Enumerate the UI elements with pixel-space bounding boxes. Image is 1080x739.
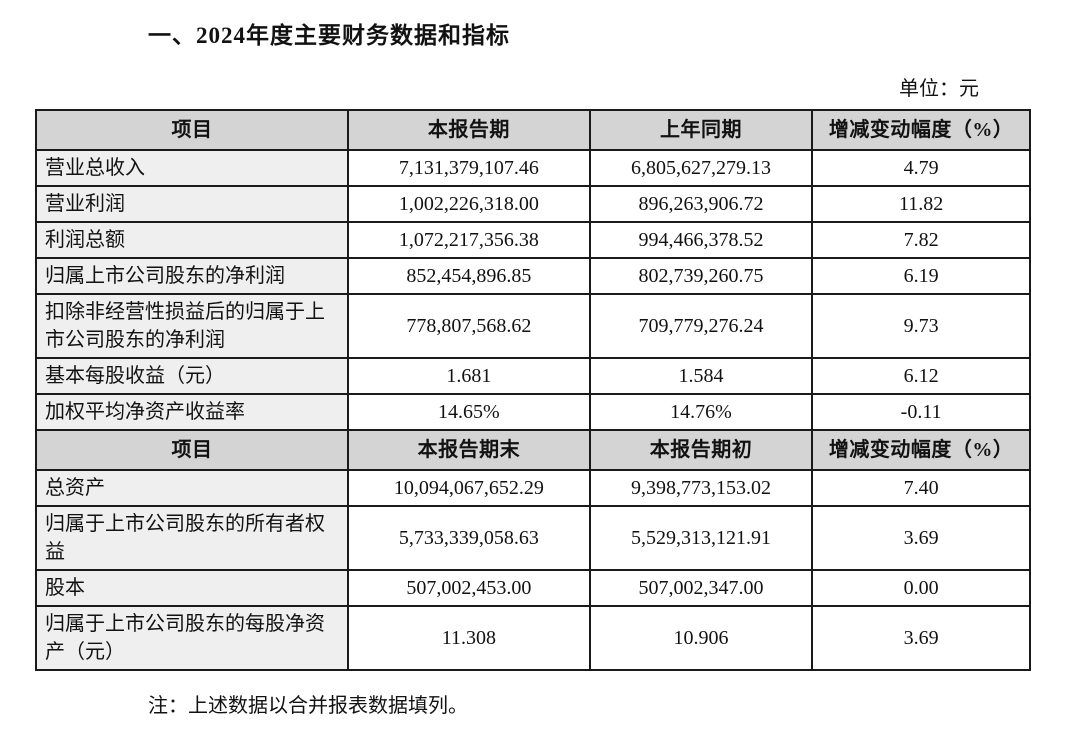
period-section-body: 营业总收入 7,131,379,107.46 6,805,627,279.13 … [34, 149, 1031, 431]
header-cell-current-period: 本报告期 [347, 109, 591, 151]
change-value: 6.12 [811, 357, 1031, 395]
header-cell-change: 增减变动幅度（%） [811, 429, 1031, 471]
prior-period-value: 896,263,906.72 [588, 185, 814, 223]
change-value: 9.73 [811, 293, 1031, 359]
prior-period-value: 14.76% [588, 393, 814, 431]
header-cell-item: 项目 [34, 429, 350, 471]
prior-period-value: 6,805,627,279.13 [588, 149, 814, 187]
period-section-header: 项目 本报告期 上年同期 增减变动幅度（%） [34, 109, 1031, 151]
table-row: 归属上市公司股东的净利润 852,454,896.85 802,739,260.… [34, 257, 1031, 295]
row-item-label: 扣除非经营性损益后的归属于上市公司股东的净利润 [34, 293, 350, 359]
current-period-value: 14.65% [347, 393, 591, 431]
change-value: -0.11 [811, 393, 1031, 431]
change-value: 3.69 [811, 605, 1031, 671]
table-row: 营业总收入 7,131,379,107.46 6,805,627,279.13 … [34, 149, 1031, 187]
period-end-value: 11.308 [347, 605, 591, 671]
period-end-value: 507,002,453.00 [347, 569, 591, 607]
table-row: 利润总额 1,072,217,356.38 994,466,378.52 7.8… [34, 221, 1031, 259]
change-value: 7.82 [811, 221, 1031, 259]
row-item-label: 加权平均净资产收益率 [34, 393, 350, 431]
header-cell-change: 增减变动幅度（%） [811, 109, 1031, 151]
row-item-label: 基本每股收益（元） [34, 357, 350, 395]
row-item-label: 总资产 [34, 469, 350, 507]
table-row: 扣除非经营性损益后的归属于上市公司股东的净利润 778,807,568.62 7… [34, 293, 1031, 359]
change-value: 11.82 [811, 185, 1031, 223]
change-value: 3.69 [811, 505, 1031, 571]
row-item-label: 营业总收入 [34, 149, 350, 187]
table-row: 基本每股收益（元） 1.681 1.584 6.12 [34, 357, 1031, 395]
row-item-label: 利润总额 [34, 221, 350, 259]
page-title: 一、2024年度主要财务数据和指标 [148, 23, 510, 48]
table-row: 总资产 10,094,067,652.29 9,398,773,153.02 7… [34, 469, 1031, 507]
current-period-value: 1,072,217,356.38 [347, 221, 591, 259]
header-cell-period-end: 本报告期末 [347, 429, 591, 471]
prior-period-value: 709,779,276.24 [588, 293, 814, 359]
prior-period-value: 1.584 [588, 357, 814, 395]
period-begin-value: 10.906 [588, 605, 814, 671]
table-row: 归属于上市公司股东的每股净资产（元） 11.308 10.906 3.69 [34, 605, 1031, 671]
table-header-row: 项目 本报告期 上年同期 增减变动幅度（%） [34, 109, 1031, 151]
unit-label: 单位：元 [899, 78, 979, 100]
header-cell-period-begin: 本报告期初 [588, 429, 814, 471]
period-begin-value: 9,398,773,153.02 [588, 469, 814, 507]
change-value: 6.19 [811, 257, 1031, 295]
financial-table: 项目 本报告期 上年同期 增减变动幅度（%） 营业总收入 7,131,379,1… [34, 109, 1031, 671]
period-begin-value: 5,529,313,121.91 [588, 505, 814, 571]
table-row: 营业利润 1,002,226,318.00 896,263,906.72 11.… [34, 185, 1031, 223]
prior-period-value: 994,466,378.52 [588, 221, 814, 259]
header-cell-item: 项目 [34, 109, 350, 151]
table-row: 股本 507,002,453.00 507,002,347.00 0.00 [34, 569, 1031, 607]
current-period-value: 1,002,226,318.00 [347, 185, 591, 223]
current-period-value: 778,807,568.62 [347, 293, 591, 359]
prior-period-value: 802,739,260.75 [588, 257, 814, 295]
table-header-row: 项目 本报告期末 本报告期初 增减变动幅度（%） [34, 429, 1031, 471]
current-period-value: 852,454,896.85 [347, 257, 591, 295]
row-item-label: 营业利润 [34, 185, 350, 223]
balance-section-body: 总资产 10,094,067,652.29 9,398,773,153.02 7… [34, 469, 1031, 671]
header-cell-prior-period: 上年同期 [588, 109, 814, 151]
table-row: 归属于上市公司股东的所有者权益 5,733,339,058.63 5,529,3… [34, 505, 1031, 571]
current-period-value: 1.681 [347, 357, 591, 395]
period-end-value: 5,733,339,058.63 [347, 505, 591, 571]
footnote: 注：上述数据以合并报表数据填列。 [148, 695, 468, 717]
row-item-label: 归属于上市公司股东的每股净资产（元） [34, 605, 350, 671]
table-row: 加权平均净资产收益率 14.65% 14.76% -0.11 [34, 393, 1031, 431]
row-item-label: 归属于上市公司股东的所有者权益 [34, 505, 350, 571]
change-value: 0.00 [811, 569, 1031, 607]
change-value: 4.79 [811, 149, 1031, 187]
period-end-value: 10,094,067,652.29 [347, 469, 591, 507]
balance-section-header: 项目 本报告期末 本报告期初 增减变动幅度（%） [34, 429, 1031, 471]
row-item-label: 股本 [34, 569, 350, 607]
change-value: 7.40 [811, 469, 1031, 507]
row-item-label: 归属上市公司股东的净利润 [34, 257, 350, 295]
current-period-value: 7,131,379,107.46 [347, 149, 591, 187]
period-begin-value: 507,002,347.00 [588, 569, 814, 607]
